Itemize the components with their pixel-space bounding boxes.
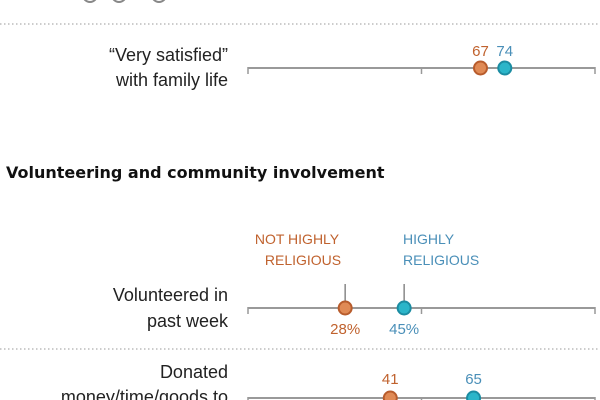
row-donated: 41 65 — [247, 371, 596, 400]
dot-highly-religious — [466, 390, 482, 400]
data-label: 28% — [330, 321, 360, 338]
legend-highly-religious-line1: HIGHLY — [403, 231, 455, 247]
dot-highly-religious — [497, 60, 513, 76]
row-label-line: with family life — [115, 70, 228, 90]
data-label: 45% — [389, 321, 419, 338]
row-label-line: Donated — [160, 362, 228, 382]
row-family-life: 67 74 — [247, 43, 596, 76]
dot-not-highly-religious — [472, 60, 488, 76]
row-label-line: Volunteered in — [113, 285, 228, 305]
data-label: 67 — [472, 43, 489, 60]
legend-highly-religious-line2: RELIGIOUS — [403, 252, 479, 268]
row-label-line: past week — [147, 311, 229, 331]
data-label: 65 — [465, 371, 482, 388]
data-label: 41 — [382, 371, 399, 388]
partial-marker-icon — [112, 0, 126, 3]
dot-not-highly-religious — [337, 300, 353, 316]
legend-not-highly-religious-line1: NOT HIGHLY — [255, 231, 340, 247]
legend-not-highly-religious-line2: RELIGIOUS — [265, 252, 341, 268]
dot-not-highly-religious — [382, 390, 398, 400]
row-label-line: money/time/goods to — [61, 387, 228, 400]
row-label-line: “Very satisfied” — [109, 45, 228, 65]
row-volunteered: 28% 45% — [247, 284, 596, 338]
section-heading: Volunteering and community involvement — [6, 163, 385, 182]
data-label: 74 — [496, 43, 513, 60]
dot-highly-religious — [396, 300, 412, 316]
partial-marker-icon — [152, 0, 166, 3]
partial-top-markers — [83, 0, 166, 3]
partial-marker-icon — [83, 0, 97, 3]
